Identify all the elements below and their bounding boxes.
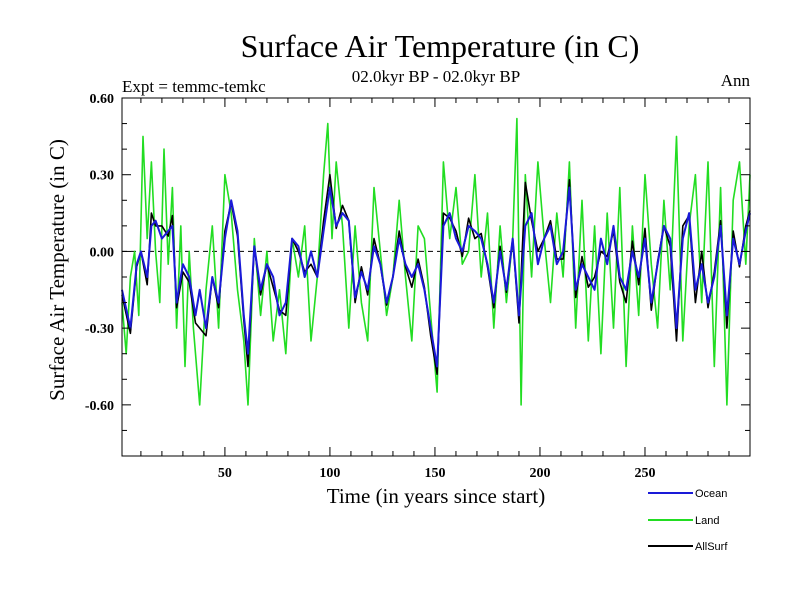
- y-axis-label: Surface Air Temperature (in C): [45, 139, 69, 401]
- y-tick-label: -0.60: [85, 399, 114, 414]
- series-line-ocean: [121, 186, 751, 368]
- y-tick-label: 0.30: [90, 169, 115, 184]
- x-tick-label: 100: [319, 466, 340, 481]
- x-tick-label: 50: [218, 466, 232, 481]
- legend-label-allsurf: AllSurf: [695, 541, 728, 553]
- experiment-label: Expt = temmc-temkc: [122, 77, 266, 96]
- legend: Ocean Land AllSurf: [648, 488, 728, 553]
- y-tick-label: 0.60: [90, 92, 115, 107]
- legend-label-land: Land: [695, 515, 719, 527]
- series-line-land: [121, 117, 751, 406]
- x-tick-label: 250: [634, 466, 655, 481]
- chart-title: Surface Air Temperature (in C): [241, 28, 640, 64]
- x-tick-label: 200: [529, 466, 550, 481]
- y-tick-label: 0.00: [90, 245, 115, 260]
- series-line-allsurf: [121, 173, 751, 376]
- y-tick-label: -0.30: [85, 322, 114, 337]
- legend-label-ocean: Ocean: [695, 488, 727, 500]
- season-label: Ann: [721, 71, 751, 90]
- x-tick-label: 150: [424, 466, 445, 481]
- x-axis-label: Time (in years since start): [327, 484, 546, 508]
- chart-subtitle: 02.0kyr BP - 02.0kyr BP: [352, 67, 520, 86]
